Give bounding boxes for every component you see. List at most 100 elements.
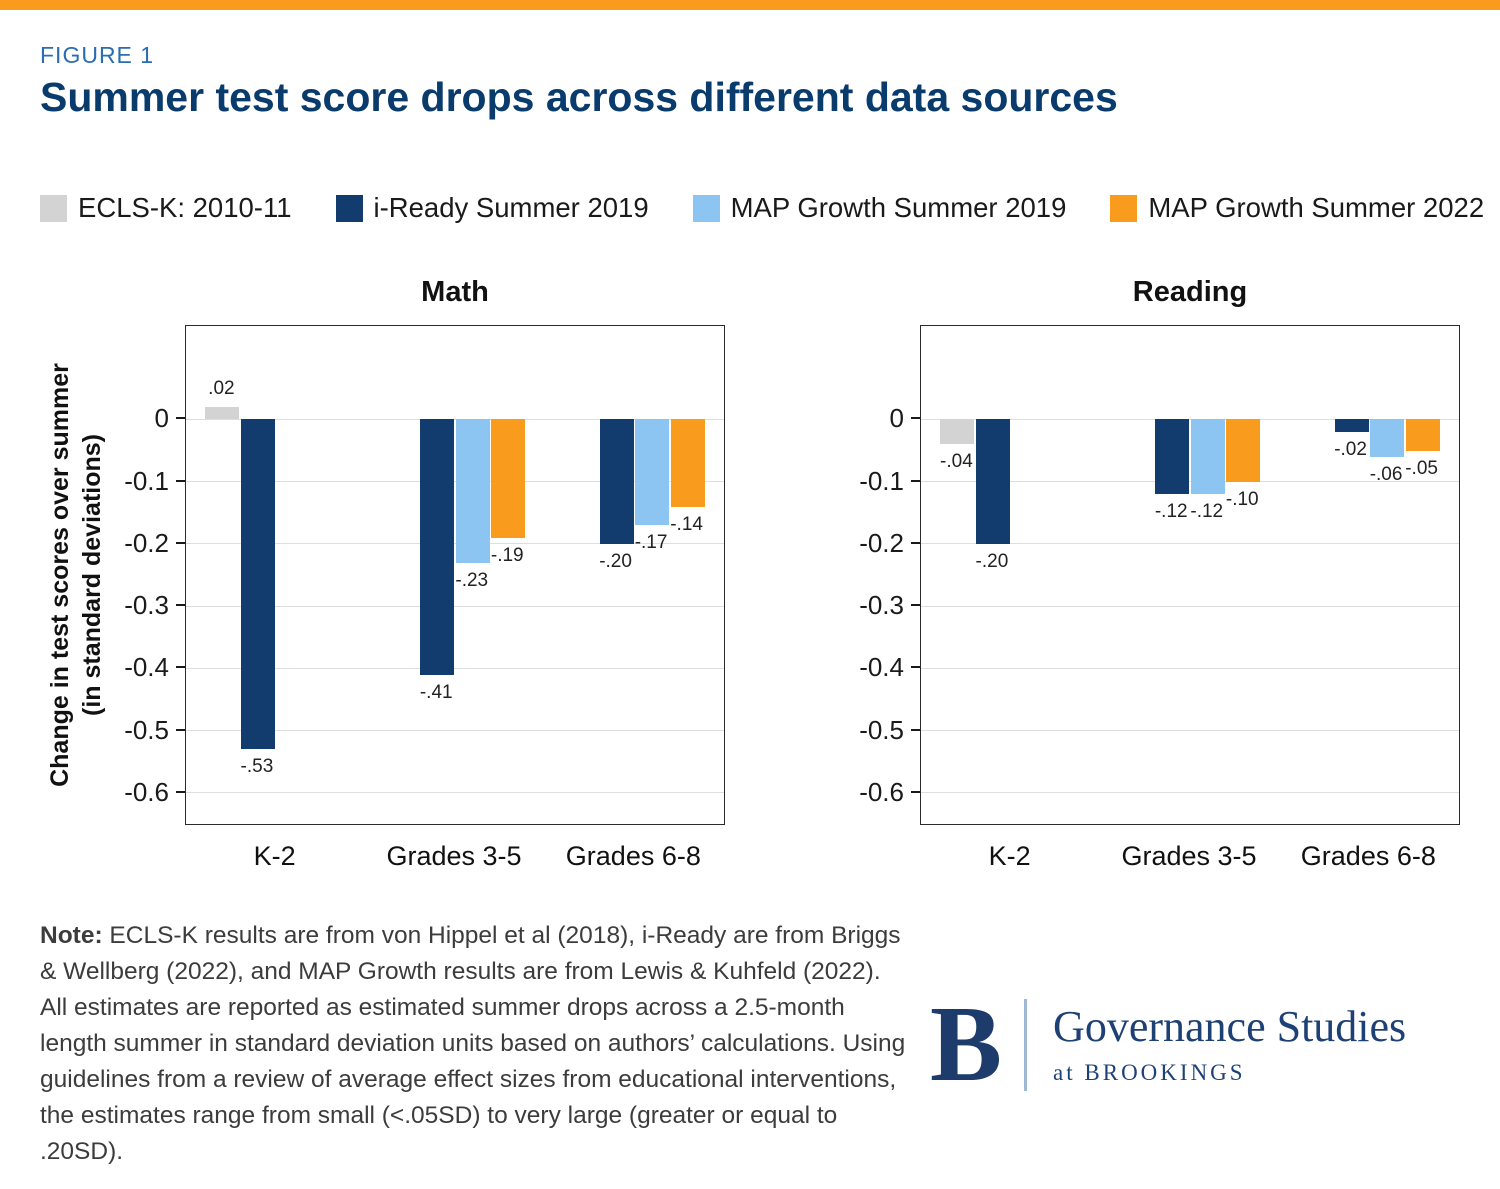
- legend: ECLS-K: 2010-11 i-Ready Summer 2019 MAP Gr…: [40, 192, 1484, 224]
- bar-value-label: -.23: [455, 569, 489, 591]
- legend-item: MAP Growth Summer 2019: [692, 192, 1067, 224]
- y-axis-tick: [176, 790, 185, 793]
- bar: [1226, 419, 1261, 482]
- y-tick-label: -0.1: [124, 465, 169, 496]
- bar-value-label: -.14: [670, 513, 703, 535]
- bar: [205, 406, 240, 420]
- top-accent-bar: [0, 0, 1500, 10]
- legend-swatch: [1110, 194, 1138, 222]
- y-tick-label: 0: [889, 403, 904, 434]
- x-category-label: Grades 6-8: [565, 841, 701, 871]
- y-axis-tick: [176, 728, 185, 731]
- y-tick-label: -0.2: [859, 527, 904, 558]
- figure-title: Summer test score drops across different…: [40, 74, 1118, 120]
- bar-value-label: -.06: [1369, 463, 1403, 485]
- y-axis-tick: [911, 666, 920, 669]
- bar: [455, 419, 490, 563]
- gridline: [921, 605, 1459, 607]
- legend-swatch: [40, 194, 67, 222]
- bar-value-label: -.10: [1225, 488, 1259, 510]
- y-axis-tick: [911, 790, 920, 793]
- math-plot-area: [185, 325, 725, 825]
- gridline: [186, 792, 724, 794]
- y-axis-tick: [911, 479, 920, 482]
- y-tick-label: -0.1: [859, 465, 904, 496]
- y-tick-label: 0: [154, 403, 169, 434]
- bar-value-label: -.20: [975, 550, 1009, 572]
- gridline: [186, 543, 724, 545]
- logo-divider: [1024, 998, 1028, 1091]
- y-tick-label: -0.3: [859, 590, 904, 621]
- y-tick-label: -0.6: [859, 776, 904, 807]
- y-axis-tick: [176, 666, 185, 669]
- gridline: [921, 481, 1459, 483]
- y-tick-label: -0.6: [124, 776, 169, 807]
- bar: [599, 419, 634, 544]
- y-axis-tick: [911, 728, 920, 731]
- bar-value-label: -.41: [419, 681, 453, 703]
- legend-label: i-Ready Summer 2019: [373, 192, 649, 223]
- bar-value-label: -.20: [599, 550, 632, 572]
- x-category-label: Grades 3-5: [386, 841, 522, 871]
- reading-chart: Reading 0 -0.1 -0.2 -0.3 -0.4 -0.5 -0.6 K-2 -.04…: [840, 270, 1500, 900]
- bar-value-label: -.17: [634, 532, 668, 554]
- gridline: [186, 481, 724, 483]
- legend-item: ECLS-K: 2010-11: [40, 192, 292, 224]
- gridline: [186, 730, 724, 732]
- reading-plot-area: [920, 325, 1460, 825]
- bar-value-label: -.05: [1405, 457, 1438, 479]
- note-text: ECLS-K results are from von Hippel et al…: [40, 922, 906, 1165]
- bar-value-label: -.19: [490, 544, 524, 566]
- bar: [940, 419, 975, 445]
- y-axis-title-line2: (in standard deviations): [78, 434, 106, 716]
- bar: [420, 419, 455, 675]
- y-axis-title: Change in test scores over summer (in st…: [44, 325, 112, 825]
- logo-name: Governance Studies: [1053, 1002, 1407, 1052]
- y-axis-tick: [911, 417, 920, 420]
- legend-label: MAP Growth Summer 2022: [1148, 192, 1485, 223]
- gridline: [186, 418, 724, 420]
- bar-value-label: -.12: [1190, 501, 1224, 523]
- legend-swatch: [692, 194, 720, 222]
- y-axis-title-line1: Change in test scores over summer: [46, 363, 74, 787]
- y-tick-label: -0.4: [859, 652, 904, 683]
- y-tick-label: -0.2: [124, 527, 169, 558]
- bar: [670, 419, 705, 507]
- legend-label: MAP Growth Summer 2019: [730, 192, 1067, 223]
- bar-value-label: -.02: [1334, 438, 1367, 460]
- y-tick-label: -0.5: [859, 714, 904, 745]
- y-axis-tick: [176, 604, 185, 607]
- y-axis-tick: [911, 541, 920, 544]
- legend-swatch: [335, 194, 363, 222]
- y-tick-label: -0.3: [124, 590, 169, 621]
- math-chart: Math Change in test scores over summer (…: [40, 270, 780, 900]
- bar-value-label: -.04: [940, 451, 973, 473]
- bar-value-label: -.12: [1154, 501, 1188, 523]
- bar: [1155, 419, 1190, 495]
- bar: [240, 419, 275, 750]
- gridline: [186, 605, 724, 607]
- legend-item: i-Ready Summer 2019: [335, 192, 649, 224]
- math-chart-title: Math: [421, 276, 489, 308]
- logo-text: Governance Studies at BROOKINGS: [1053, 1003, 1406, 1085]
- y-tick-label: -0.5: [124, 714, 169, 745]
- figure-label: FIGURE 1: [40, 42, 155, 68]
- y-axis-tick: [176, 541, 185, 544]
- bar-value-label: -.53: [240, 756, 274, 778]
- figure-note: Note: ECLS-K results are from von Hippel…: [40, 918, 912, 1170]
- y-tick-label: -0.4: [124, 652, 169, 683]
- bar: [1405, 419, 1440, 451]
- note-label: Note:: [40, 922, 103, 949]
- x-category-label: Grades 6-8: [1300, 841, 1436, 871]
- bar-value-label: .02: [208, 377, 235, 399]
- gridline: [921, 418, 1459, 420]
- gridline: [921, 730, 1459, 732]
- bar: [1334, 419, 1369, 432]
- y-axis-tick: [176, 479, 185, 482]
- legend-item: MAP Growth Summer 2022: [1110, 192, 1484, 224]
- bar: [491, 419, 526, 538]
- gridline: [921, 543, 1459, 545]
- gridline: [921, 667, 1459, 669]
- gridline: [921, 792, 1459, 794]
